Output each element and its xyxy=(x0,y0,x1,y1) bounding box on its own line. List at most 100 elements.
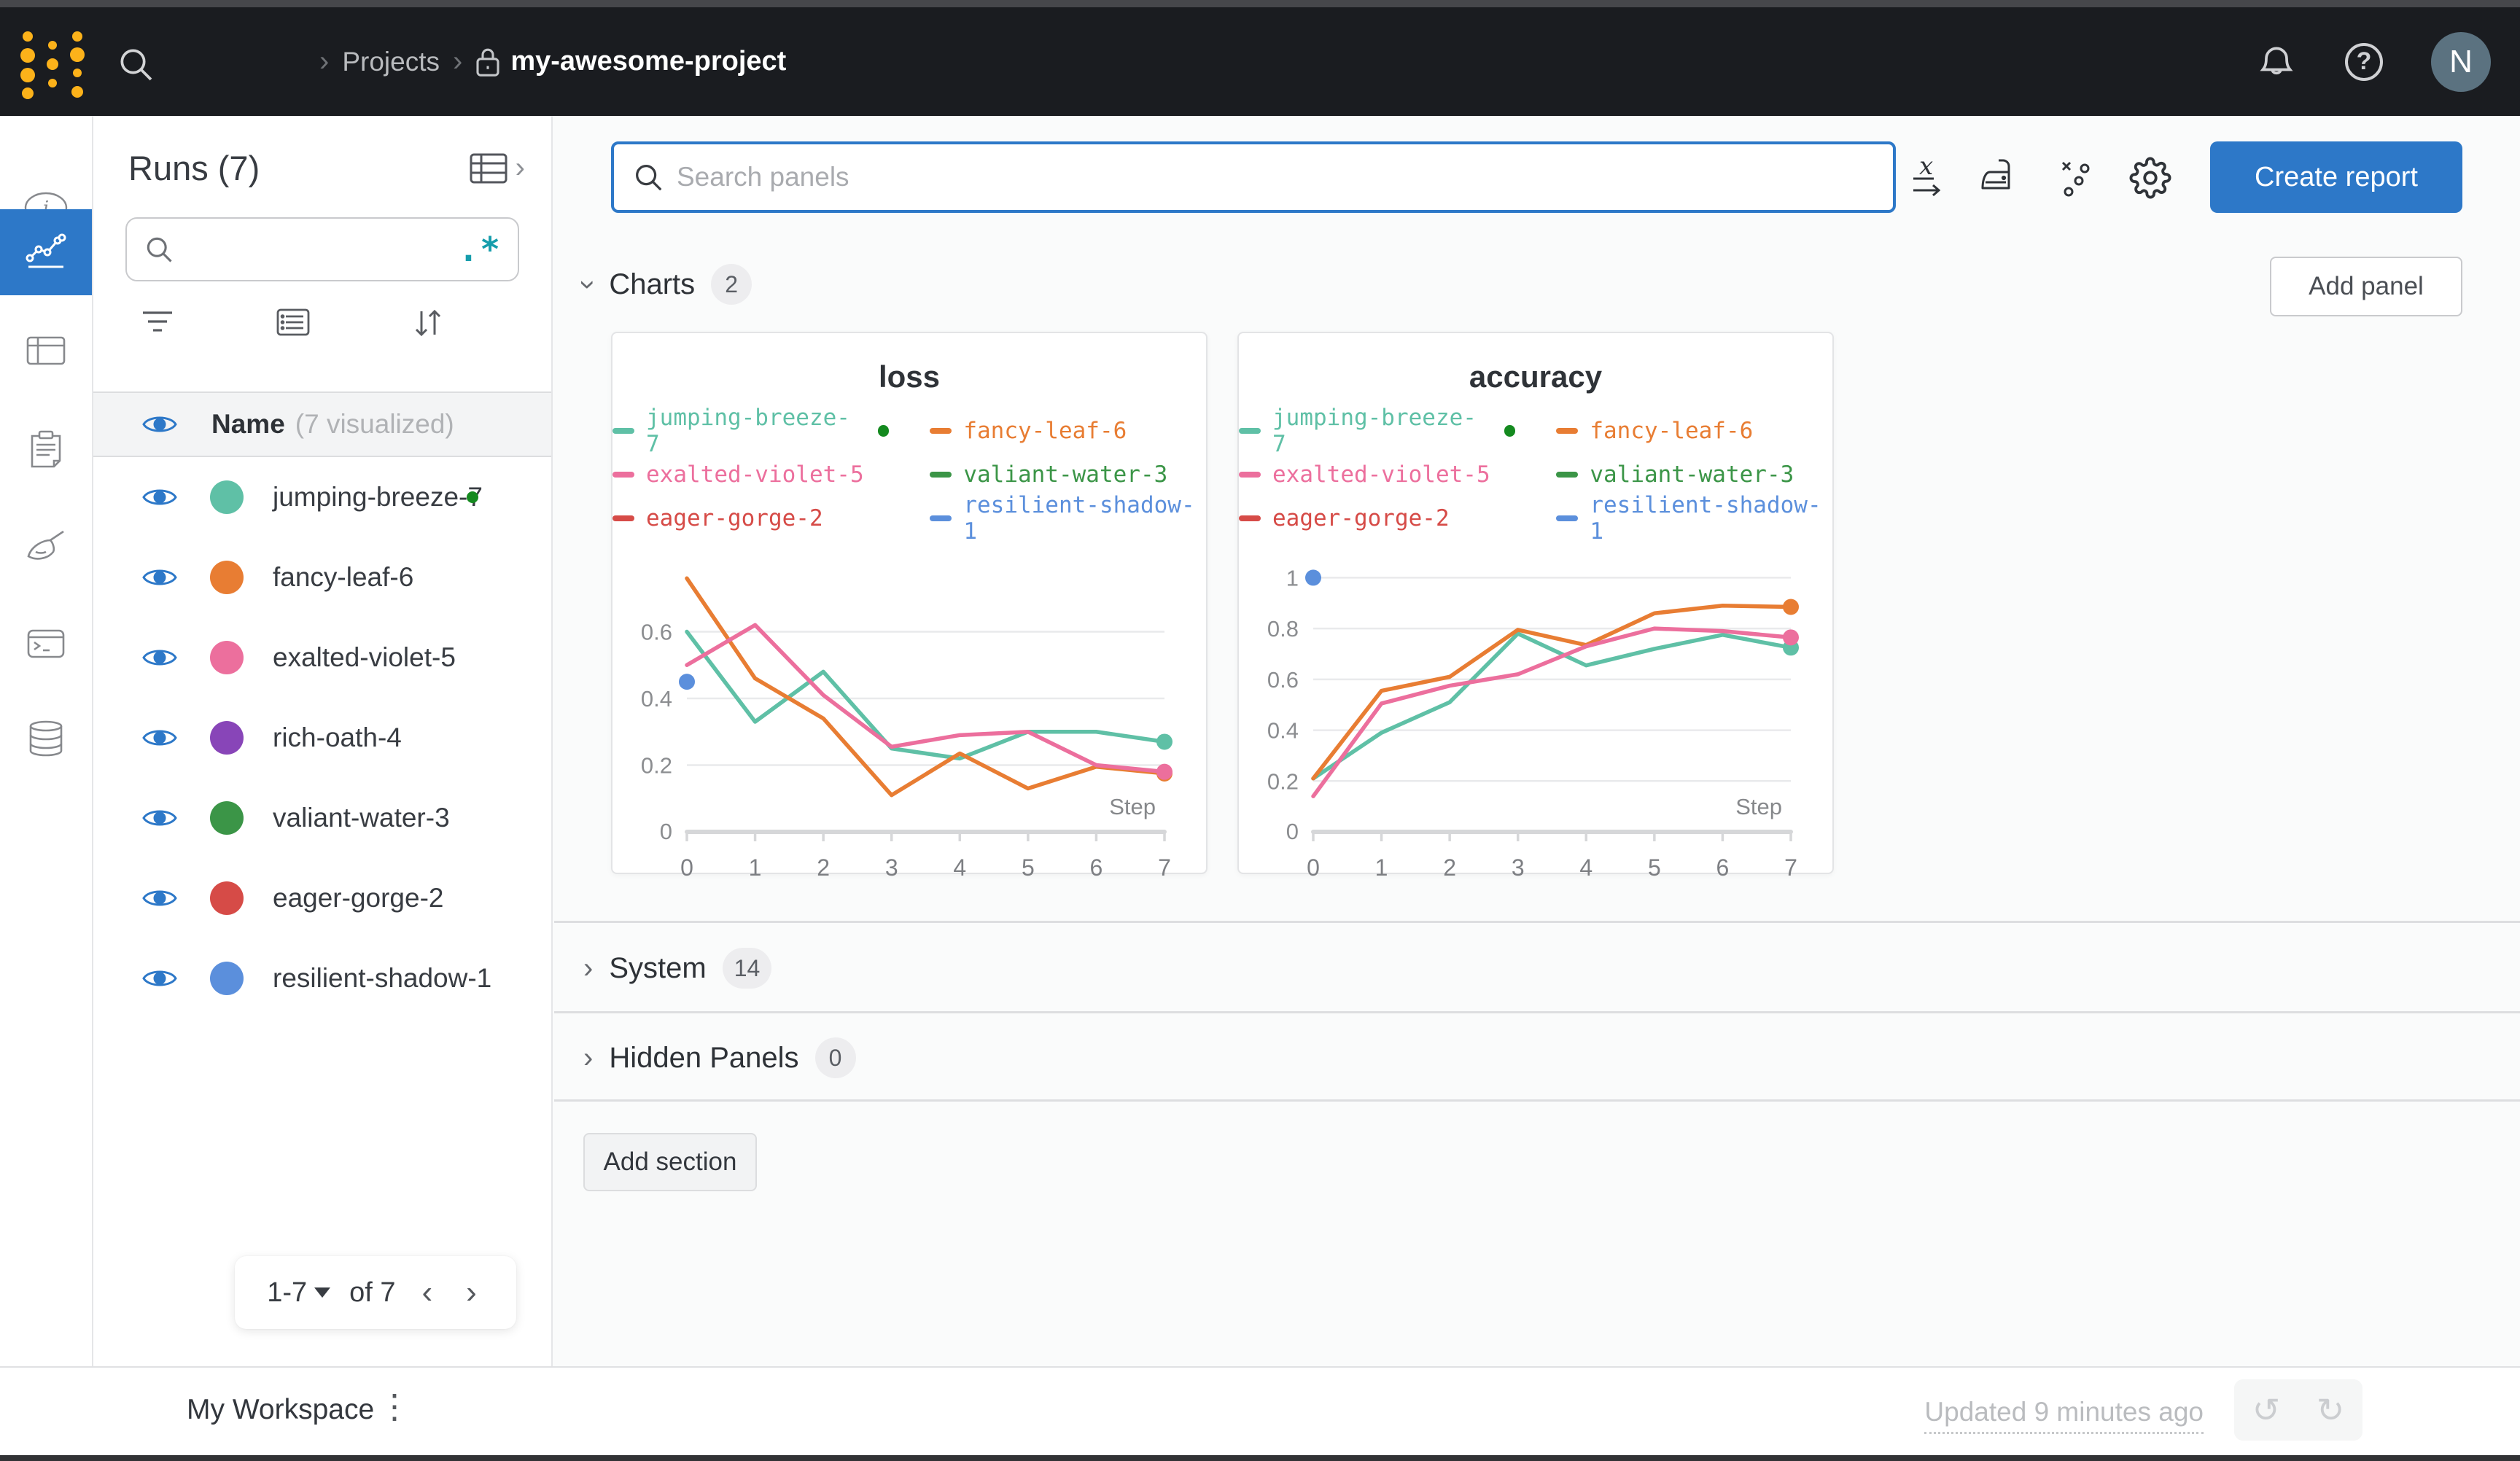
panel-search-box[interactable] xyxy=(611,141,1896,213)
run-color-dot[interactable] xyxy=(210,881,244,915)
group-list-icon[interactable] xyxy=(276,307,311,338)
notifications-bell-icon[interactable] xyxy=(2256,42,2297,82)
add-panel-button[interactable]: Add panel xyxy=(2270,257,2462,316)
database-icon xyxy=(29,720,63,757)
section-divider xyxy=(554,921,2520,923)
hidden-panels-count-badge: 0 xyxy=(814,1037,856,1078)
run-color-dot[interactable] xyxy=(210,480,244,514)
run-color-dot[interactable] xyxy=(210,561,244,594)
svg-text:6: 6 xyxy=(1716,854,1730,881)
chart-title: loss xyxy=(878,359,941,394)
chevron-down-icon: › xyxy=(572,279,605,289)
legend-item[interactable]: exalted-violet-5 xyxy=(612,461,889,488)
legend-swatch xyxy=(612,515,634,521)
updated-timestamp[interactable]: Updated 9 minutes ago xyxy=(1924,1397,2204,1434)
prev-page-button[interactable]: ‹ xyxy=(421,1274,433,1310)
help-icon[interactable]: ? xyxy=(2345,42,2383,81)
run-list-item[interactable]: eager-gorge-2 xyxy=(93,858,551,938)
legend-item[interactable]: jumping-breeze-7 xyxy=(612,405,890,457)
breadcrumb-project[interactable]: my-awesome-project xyxy=(475,46,786,77)
legend-item[interactable]: valiant-water-3 xyxy=(1556,461,1832,488)
accuracy-line-chart[interactable]: 0 0.2 0.4 0.6 0.8 1 0 1 2 3 4 5 6 7 Step xyxy=(1255,549,1816,899)
breadcrumb-projects-link[interactable]: Projects xyxy=(342,46,440,77)
svg-text:0.8: 0.8 xyxy=(1267,616,1299,642)
legend-item[interactable]: resilient-shadow-1 xyxy=(1556,492,1832,545)
rail-logs-item[interactable] xyxy=(0,406,92,491)
loss-chart-panel[interactable]: loss jumping-breeze-7 fancy-leaf-6 exalted… xyxy=(611,332,1208,881)
svg-text:0.6: 0.6 xyxy=(1267,667,1299,693)
global-search-icon[interactable] xyxy=(115,44,156,85)
undo-button[interactable]: ↺ xyxy=(2252,1391,2281,1429)
rail-workspace-item-active[interactable] xyxy=(0,209,92,295)
project-name: my-awesome-project xyxy=(510,46,787,77)
loss-line-chart[interactable]: 0 0.2 0.4 0.6 0 1 2 3 4 5 6 7 Step xyxy=(629,549,1190,899)
redo-button[interactable]: ↻ xyxy=(2316,1391,2345,1429)
eye-visibility-icon[interactable] xyxy=(141,885,178,911)
expand-runs-table-button[interactable]: › xyxy=(469,152,525,185)
legend-item[interactable]: fancy-leaf-6 xyxy=(930,405,1206,457)
workspace-name[interactable]: My Workspace xyxy=(187,1394,375,1425)
kebab-menu-icon[interactable]: ⋮ xyxy=(378,1387,411,1425)
create-report-button[interactable]: Create report xyxy=(2210,141,2462,213)
run-color-dot[interactable] xyxy=(210,962,244,995)
page-range-dropdown[interactable]: 1-7 xyxy=(267,1277,331,1309)
rail-runs-table-item[interactable] xyxy=(0,308,92,393)
run-color-dot[interactable] xyxy=(210,721,244,755)
run-list-item[interactable]: exalted-violet-5 xyxy=(93,617,551,698)
svg-text:i: i xyxy=(43,198,49,219)
eye-visibility-icon[interactable] xyxy=(141,411,178,437)
next-page-button[interactable]: › xyxy=(466,1274,477,1310)
legend-item[interactable]: fancy-leaf-6 xyxy=(1556,405,1832,457)
x-axis-settings-icon[interactable]: x xyxy=(1909,155,1945,200)
smoothing-iron-icon[interactable] xyxy=(1980,157,2022,198)
legend-item[interactable]: exalted-violet-5 xyxy=(1239,461,1515,488)
run-list: jumping-breeze-7 fancy-leaf-6 exalted-vi… xyxy=(93,457,551,1018)
settings-gear-icon[interactable] xyxy=(2129,157,2171,199)
run-list-item[interactable]: fancy-leaf-6 xyxy=(93,537,551,617)
legend-item[interactable]: valiant-water-3 xyxy=(930,461,1206,488)
run-color-dot[interactable] xyxy=(210,641,244,674)
legend-swatch xyxy=(930,428,952,434)
filter-icon[interactable] xyxy=(140,307,175,338)
sort-icon[interactable] xyxy=(411,307,445,339)
run-list-item[interactable]: jumping-breeze-7 xyxy=(93,457,551,537)
legend-item[interactable]: jumping-breeze-7 xyxy=(1239,405,1516,457)
svg-text:0.4: 0.4 xyxy=(641,686,672,712)
run-list-item[interactable]: resilient-shadow-1 xyxy=(93,938,551,1018)
outliers-scatter-icon[interactable] xyxy=(2057,157,2095,199)
run-list-item[interactable]: valiant-water-3 xyxy=(93,778,551,858)
hidden-panels-section-header[interactable]: › Hidden Panels 0 xyxy=(583,1037,856,1078)
run-color-dot[interactable] xyxy=(210,801,244,835)
name-column-label: Name xyxy=(211,409,285,439)
add-section-button[interactable]: Add section xyxy=(583,1133,757,1191)
rail-jobs-item[interactable] xyxy=(0,601,92,686)
runs-search-input[interactable] xyxy=(175,235,459,264)
eye-visibility-icon[interactable] xyxy=(141,484,178,510)
section-divider xyxy=(554,1011,2520,1013)
rail-artifacts-item[interactable] xyxy=(0,696,92,781)
accuracy-chart-panel[interactable]: accuracy jumping-breeze-7 fancy-leaf-6 exa… xyxy=(1237,332,1834,881)
line-chart-icon xyxy=(26,233,66,268)
top-navigation-bar: › Projects › my-awesome-project ? N xyxy=(0,7,2520,116)
rail-sweeps-item[interactable] xyxy=(0,504,92,588)
eye-visibility-icon[interactable] xyxy=(141,965,178,991)
charts-section-header[interactable]: › Charts 2 xyxy=(572,264,752,305)
panel-search-input[interactable] xyxy=(677,162,1875,192)
legend-item[interactable]: eager-gorge-2 xyxy=(1239,492,1515,545)
runs-search-box[interactable]: .* xyxy=(125,217,519,281)
wandb-logo[interactable] xyxy=(18,26,88,102)
eye-visibility-icon[interactable] xyxy=(141,805,178,831)
user-avatar[interactable]: N xyxy=(2431,31,2491,92)
run-list-item[interactable]: rich-oath-4 xyxy=(93,698,551,778)
running-indicator-dot xyxy=(1504,425,1516,437)
runs-name-header[interactable]: Name (7 visualized) xyxy=(93,391,551,457)
svg-text:1: 1 xyxy=(749,854,762,881)
legend-swatch xyxy=(1556,428,1579,434)
eye-visibility-icon[interactable] xyxy=(141,644,178,671)
eye-visibility-icon[interactable] xyxy=(141,564,178,591)
regex-toggle-icon[interactable]: .* xyxy=(458,230,502,269)
legend-item[interactable]: resilient-shadow-1 xyxy=(930,492,1206,545)
eye-visibility-icon[interactable] xyxy=(141,725,178,751)
legend-item[interactable]: eager-gorge-2 xyxy=(612,492,889,545)
system-section-header[interactable]: › System 14 xyxy=(583,948,772,989)
